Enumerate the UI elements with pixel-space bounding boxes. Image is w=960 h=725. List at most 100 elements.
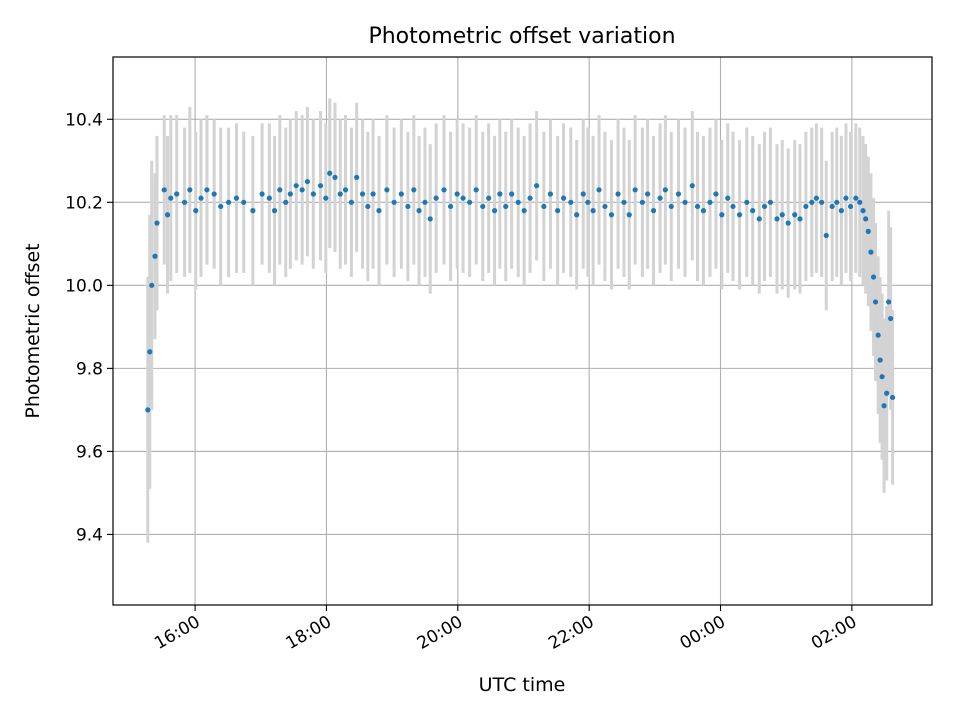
data-point xyxy=(819,199,825,205)
data-point xyxy=(342,187,349,193)
data-point xyxy=(872,299,879,305)
data-point xyxy=(857,199,863,205)
data-point xyxy=(889,394,896,401)
y-axis-label: Photometric offset xyxy=(22,243,44,418)
data-point xyxy=(473,187,479,193)
data-point xyxy=(384,187,390,193)
x-tick-label: 22:00 xyxy=(545,612,597,654)
data-point xyxy=(838,208,844,214)
data-point xyxy=(433,195,439,201)
data-point xyxy=(299,187,305,193)
data-point xyxy=(744,199,750,205)
chart-title: Photometric offset variation xyxy=(368,24,675,49)
data-point xyxy=(277,187,283,193)
data-point xyxy=(560,195,567,201)
data-point xyxy=(590,208,596,214)
data-point xyxy=(348,199,355,205)
data-point xyxy=(713,191,719,197)
error-bars xyxy=(146,98,895,543)
data-point xyxy=(521,208,527,214)
data-point xyxy=(534,183,540,189)
data-point xyxy=(515,199,521,205)
data-point xyxy=(574,212,580,218)
data-point xyxy=(719,212,725,218)
data-point xyxy=(266,195,272,201)
data-point xyxy=(271,208,278,214)
data-point xyxy=(725,195,731,201)
data-point xyxy=(187,187,193,193)
y-tick-label: 10.0 xyxy=(65,276,103,296)
data-point xyxy=(809,199,815,205)
y-tick-label: 9.8 xyxy=(76,359,103,379)
data-point xyxy=(639,199,645,205)
data-point xyxy=(602,203,608,210)
data-point xyxy=(354,174,360,180)
data-point xyxy=(785,220,791,226)
data-point xyxy=(626,212,632,218)
data-point xyxy=(427,216,433,222)
data-point xyxy=(218,203,224,210)
data-point xyxy=(823,232,829,239)
data-point xyxy=(870,274,877,280)
data-point xyxy=(233,195,240,201)
data-point xyxy=(689,183,695,189)
data-point xyxy=(853,195,859,201)
data-point xyxy=(668,203,674,210)
data-point xyxy=(803,203,809,210)
data-point xyxy=(376,208,382,214)
data-point xyxy=(568,199,574,205)
data-point xyxy=(863,216,869,222)
data-point xyxy=(813,195,820,201)
data-point xyxy=(756,216,762,222)
data-point xyxy=(865,228,871,234)
data-point xyxy=(700,208,707,214)
data-point xyxy=(152,253,158,259)
data-point xyxy=(527,195,533,201)
data-point xyxy=(615,191,621,197)
data-point xyxy=(694,203,701,210)
data-point xyxy=(154,220,160,226)
plot-area-frame xyxy=(112,56,933,606)
data-point xyxy=(761,203,768,210)
data-point xyxy=(792,212,798,218)
data-point xyxy=(829,203,835,210)
data-points xyxy=(145,170,896,413)
data-point xyxy=(608,212,615,218)
data-point xyxy=(211,191,217,197)
data-point xyxy=(460,195,466,201)
data-point xyxy=(250,208,256,214)
data-point xyxy=(293,183,299,189)
data-point xyxy=(662,187,668,193)
x-tick-label: 16:00 xyxy=(151,612,203,654)
data-point xyxy=(547,191,554,197)
data-point xyxy=(750,208,756,214)
data-point xyxy=(317,183,324,189)
data-point xyxy=(503,203,509,210)
data-point xyxy=(875,332,881,338)
data-point xyxy=(621,199,627,205)
data-point xyxy=(879,374,885,380)
data-point xyxy=(398,191,404,197)
y-tick-label: 9.6 xyxy=(76,442,103,462)
data-point xyxy=(149,282,155,288)
data-point xyxy=(310,191,316,197)
data-point xyxy=(834,199,840,205)
data-point xyxy=(797,216,803,222)
data-point xyxy=(868,249,874,255)
data-point xyxy=(198,195,204,201)
data-point xyxy=(596,187,602,193)
data-point xyxy=(283,199,289,205)
data-point xyxy=(332,174,338,180)
data-point xyxy=(486,195,492,201)
data-point xyxy=(645,191,651,197)
data-point xyxy=(405,203,411,210)
data-point xyxy=(259,191,265,197)
data-point xyxy=(164,212,171,218)
data-point xyxy=(884,390,890,396)
data-point xyxy=(391,199,397,205)
data-point xyxy=(193,208,199,214)
data-point xyxy=(480,203,486,210)
data-point xyxy=(147,349,153,355)
